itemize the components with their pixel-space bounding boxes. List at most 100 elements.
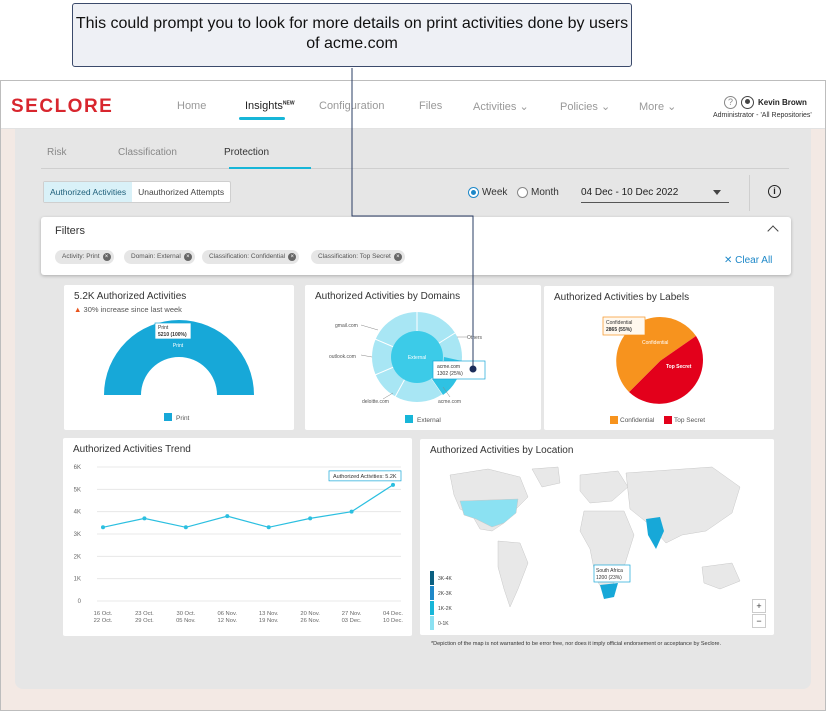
tooltip-line2: 1200 (23%) — [596, 575, 622, 581]
x-tick-label: 20 Nov. — [300, 611, 320, 617]
tab-protection[interactable]: Protection — [224, 147, 270, 158]
gauge-chart: Print Print 5210 (100%) — [104, 320, 254, 395]
x-tick-label: 10 Dec. — [383, 618, 403, 624]
nav-activities[interactable]: Activities ⌄ — [473, 101, 529, 113]
y-tick-label: 4K — [74, 510, 81, 516]
nav-home[interactable]: Home — [177, 100, 207, 112]
scale-label: 0-1K — [438, 621, 449, 627]
info-icon[interactable]: i — [768, 185, 781, 198]
sub-tab-bar: Risk Classification Protection — [41, 129, 789, 169]
map-disclaimer: *Depiction of the map is not warranted t… — [431, 641, 722, 647]
domain-label-others: Others — [467, 335, 483, 341]
clear-all-button[interactable]: ✕ Clear All — [724, 255, 773, 266]
donut-center-label: External — [408, 355, 426, 361]
filter-chip: Classification: Confidential × — [202, 250, 300, 264]
x-tick-label: 22 Oct. — [94, 618, 113, 624]
month-label: Month — [531, 187, 559, 198]
nav-insights[interactable]: InsightsNEW — [245, 100, 295, 112]
date-range-value: 04 Dec - 10 Dec 2022 — [581, 187, 679, 198]
main-content: Risk Classification Protection Authorize… — [15, 129, 811, 689]
tooltip-line1: Confidential — [606, 320, 632, 326]
domain-label-deloitte: deloitte.com — [362, 399, 389, 405]
data-point — [391, 482, 395, 487]
nav-files[interactable]: Files — [419, 100, 443, 112]
nav-policies[interactable]: Policies ⌄ — [560, 101, 611, 113]
x-tick-label: 05 Nov. — [176, 618, 196, 624]
chip-remove-icon[interactable]: × — [183, 253, 192, 261]
map-australia — [701, 562, 741, 590]
filters-title: Filters — [55, 225, 85, 237]
seclore-logo: SECLORE — [11, 96, 114, 117]
slice-label-confidential: Confidential — [642, 340, 668, 346]
x-tick-label: 13 Nov. — [259, 611, 279, 617]
user-name[interactable]: Kevin Brown — [758, 98, 807, 107]
scale-swatch-2k-3k — [430, 586, 434, 600]
card-title: 5.2K Authorized Activities — [74, 291, 187, 302]
week-radio[interactable] — [468, 187, 479, 198]
scale-swatch-3k-4k — [430, 571, 434, 585]
x-tick-label: 03 Dec. — [342, 618, 362, 624]
x-tick-label: 06 Nov. — [218, 611, 238, 617]
scale-swatch-0-1k — [430, 616, 434, 630]
y-tick-label: 6K — [74, 465, 81, 471]
unauthorized-attempts-button[interactable]: Unauthorized Attempts — [138, 187, 225, 197]
labels-tooltip — [602, 316, 646, 336]
pie-slice-confidential — [660, 317, 696, 361]
authorized-activities-card: 5.2K Authorized Activities ▲ 30% increas… — [64, 285, 294, 430]
legend-swatch-confidential — [610, 416, 618, 424]
month-radio[interactable] — [517, 187, 528, 198]
help-icon[interactable]: ? — [724, 96, 737, 109]
gauge-inner-label: Print — [173, 343, 184, 349]
trend-line-chart: 0 1K 2K 3K 4K 5K 6K 16 Oct.22 Oct. 23 Oct.29 Oct… — [74, 465, 404, 624]
scale-label: 2K-3K — [438, 591, 453, 597]
y-tick-label: 1K — [74, 577, 81, 583]
filters-panel: Filters Activity: Print × Domain: Externa… — [41, 217, 791, 275]
filter-chip-label: Domain: External — [131, 253, 181, 260]
tab-classification[interactable]: Classification — [118, 147, 177, 158]
x-tick-label: 19 Nov. — [259, 618, 279, 624]
x-tick-label: 12 Nov. — [218, 618, 238, 624]
map-india-highlight — [646, 517, 664, 549]
up-arrow-icon: ▲ — [74, 305, 82, 314]
chip-remove-icon[interactable]: × — [102, 253, 111, 261]
filter-chip: Classification: Top Secret × — [311, 250, 405, 264]
map-south-africa-highlight — [600, 583, 618, 599]
nav-active-indicator — [239, 117, 285, 120]
tooltip-line1: acme.com — [437, 364, 460, 370]
scale-label: 1K-2K — [438, 606, 453, 612]
x-tick-label: 27 Nov. — [342, 611, 362, 617]
pie-slice-topsecret — [629, 336, 704, 404]
data-point — [183, 525, 188, 530]
zoom-out-button[interactable]: − — [752, 614, 766, 628]
legend-swatch-topsecret — [664, 416, 672, 424]
data-point — [349, 509, 354, 514]
scale-label: 3K-4K — [438, 576, 453, 582]
x-tick-label: 29 Oct. — [135, 618, 154, 624]
data-point — [101, 525, 105, 530]
authorized-activities-button[interactable]: Authorized Activities — [44, 182, 133, 202]
chip-remove-icon[interactable]: × — [393, 253, 402, 261]
zoom-in-button[interactable]: + — [752, 599, 766, 613]
pie-slice-confidential — [616, 317, 660, 392]
data-point — [142, 516, 147, 521]
tab-active-indicator — [229, 167, 311, 169]
tab-risk[interactable]: Risk — [47, 147, 67, 158]
filter-chip: Activity: Print × — [55, 250, 114, 264]
user-avatar-icon[interactable] — [741, 96, 754, 109]
legend-label: Confidential — [620, 417, 655, 424]
x-tick-label: 30 Oct. — [177, 611, 196, 617]
top-navbar: SECLORE Home InsightsNEW Configuration F… — [1, 81, 825, 129]
nav-more[interactable]: More ⌄ — [639, 101, 677, 113]
x-tick-label: 16 Oct. — [94, 611, 113, 617]
date-range-select[interactable]: 04 Dec - 10 Dec 2022 — [581, 187, 729, 203]
world-map: South Africa 1200 (23%) 3K-4K 2K-3K 1K-2… — [430, 466, 741, 630]
card-title: Authorized Activities by Labels — [554, 292, 690, 303]
nav-insights-label: Insights — [245, 100, 283, 112]
trend-tooltip — [328, 470, 402, 482]
chip-remove-icon[interactable]: × — [288, 253, 297, 261]
donut-inner-core — [391, 331, 443, 383]
labels-pie-chart: Confidential Top Secret Confidential 286… — [602, 316, 704, 404]
legend-swatch — [164, 413, 172, 421]
slice-label-topsecret: Top Secret — [666, 364, 692, 370]
